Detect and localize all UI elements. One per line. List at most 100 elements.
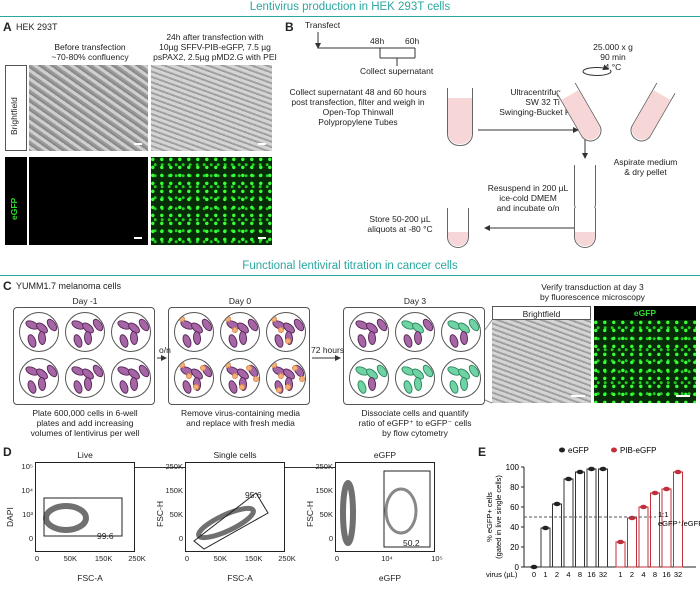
aspirate-label: Aspirate medium & dry pellet [613, 157, 678, 177]
bar-dot-eGFP [565, 476, 572, 482]
well [395, 312, 435, 352]
y-tick-label: 40 [510, 523, 519, 532]
x-tick-label: 32 [674, 570, 682, 579]
bar-PIB-eGFP [615, 541, 626, 568]
panel-a-cell-line: HEK 293T [16, 22, 58, 32]
well [111, 358, 151, 398]
legend-marker-eGFP [559, 447, 565, 453]
well [220, 358, 260, 398]
bar-eGFP [540, 527, 551, 568]
spin-conditions: 25.000 x g 90 min 4 °C [593, 42, 633, 72]
well [441, 312, 481, 352]
virus-particle-icon [271, 362, 277, 368]
micrograph-yumm-egfp [594, 320, 696, 403]
section-rule [0, 16, 700, 17]
facs-y-tick: 250K [159, 462, 183, 472]
facs-plot [185, 462, 285, 552]
panel-label-d: D [3, 445, 12, 459]
virus-particle-icon [232, 327, 238, 333]
facs-y-tick: 10⁵ [21, 462, 33, 471]
virus-particle-icon [278, 373, 284, 379]
facs-y-tick: 150K [315, 486, 333, 495]
facs-x-tick: 150K [244, 554, 263, 563]
72-hours-label: 72 hours [311, 345, 345, 355]
facs-x-label: eGFP [378, 573, 402, 583]
bar-dot-eGFP [542, 525, 549, 531]
facs-y-tick: 250K [309, 462, 333, 472]
y-axis-label: % eGFP+ cells [485, 492, 494, 542]
y-tick-label: 0 [515, 563, 520, 572]
y-axis-label: (gated in live single cells) [494, 475, 503, 559]
facs-plot-title: Live [77, 450, 93, 460]
panel-a-col1-caption: Before transfection ~70-80% confluency [51, 42, 129, 62]
micrograph-after-brightfield [151, 65, 272, 151]
facs-x-tick: 0 [334, 554, 340, 563]
panel-a-col2-caption: 24h after transfection with 10µg SFFV-PI… [153, 32, 277, 62]
virus-particle-icon [225, 316, 231, 322]
micrograph-before-brightfield [29, 65, 148, 151]
label-egfp: eGFP [594, 306, 696, 320]
x-axis-label: virus (µL) [486, 570, 518, 579]
y-tick-label: 20 [510, 543, 519, 552]
collect-description: Collect supernatant 48 and 60 hours post… [289, 87, 427, 127]
virus-particle-icon [299, 376, 305, 382]
well [65, 312, 105, 352]
tube-aliquot [447, 208, 469, 248]
micrograph-before-egfp [29, 157, 148, 245]
row-label-box [5, 65, 27, 151]
facs-x-tick: 0 [184, 554, 190, 563]
facs-x-tick: 50K [63, 554, 77, 563]
gate-connector [285, 467, 335, 468]
facs-plot-title: Single cells [213, 450, 257, 460]
facs-y-tick: 10⁴ [21, 486, 33, 495]
virus-particle-icon [285, 338, 291, 344]
collect-label: Collect supernatant [360, 66, 434, 76]
facs-x-tick: 0 [34, 554, 40, 563]
gate-connector [135, 467, 185, 468]
legend-marker-PIB-eGFP [611, 447, 617, 453]
x-tick-label: 1 [618, 570, 622, 579]
facs-contours [340, 470, 431, 548]
x-tick-label: 16 [587, 570, 595, 579]
resuspend-label: Resuspend in 200 µL ice-cold DMEM and in… [487, 183, 569, 213]
store-label: Store 50-200 µL aliquots at -80 °C [367, 214, 433, 234]
x-tick-label: 16 [662, 570, 670, 579]
bar-eGFP [598, 468, 608, 568]
label-brightfield: Brightfield [492, 306, 591, 320]
x-tick-label: 8 [578, 570, 582, 579]
virus-particle-icon [271, 316, 277, 322]
bar-dot-PIB-eGFP [663, 486, 670, 492]
virus-particle-icon [179, 316, 185, 322]
facs-gate-value: 95.6 [245, 490, 262, 500]
x-tick-label: 4 [566, 570, 570, 579]
facs-y-tick: 150K [165, 486, 183, 495]
section-title-titration: Functional lentiviral titration in cance… [242, 260, 458, 272]
virus-particle-icon [179, 362, 185, 368]
bar-eGFP [586, 468, 597, 568]
virus-particle-icon [246, 365, 252, 371]
bar-dot-eGFP [576, 469, 584, 475]
facs-y-tick: 0 [28, 534, 33, 543]
well [111, 312, 151, 352]
x-tick-label: 8 [653, 570, 657, 579]
facs-x-tick: 250K [128, 554, 146, 563]
bar-dot-eGFP [530, 564, 538, 570]
bar-dot-PIB-eGFP [628, 515, 636, 521]
panel-label-e: E [478, 445, 487, 459]
facs-y-tick: 50K [319, 510, 333, 519]
y-tick-label: 100 [506, 463, 520, 472]
well [65, 358, 105, 398]
t60-label: 60h [405, 36, 420, 46]
virus-particle-icon [285, 384, 291, 390]
overnight-label: o/n [159, 345, 171, 355]
virus-particle-icon [186, 373, 192, 379]
bar-eGFP [563, 478, 574, 568]
bar-dot-PIB-eGFP [617, 539, 624, 545]
tube-resuspended [574, 208, 596, 248]
virus-particle-icon [253, 376, 259, 382]
day-minus1-description: Plate 600,000 cells in 6-well plates and… [30, 408, 140, 438]
x-tick-label: 2 [555, 570, 559, 579]
virus-particle-icon [232, 373, 238, 379]
panel-c-cell-line: YUMM1.7 melanoma cells [16, 281, 122, 291]
